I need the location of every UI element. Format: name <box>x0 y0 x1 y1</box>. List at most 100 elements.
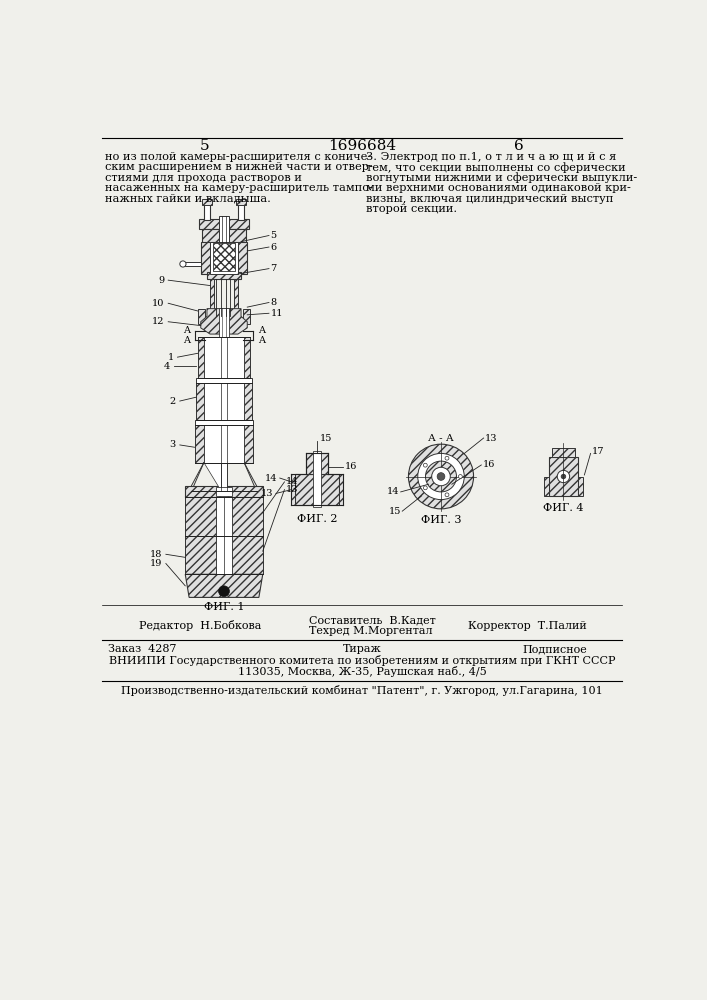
Text: 16: 16 <box>483 460 495 469</box>
Circle shape <box>409 444 474 509</box>
Bar <box>219 308 228 337</box>
Text: 2: 2 <box>170 397 176 406</box>
Bar <box>235 199 247 205</box>
Circle shape <box>426 461 457 492</box>
Circle shape <box>218 586 230 597</box>
Text: ФИГ. 3: ФИГ. 3 <box>421 515 461 525</box>
Polygon shape <box>244 425 253 463</box>
Text: 7: 7 <box>271 264 276 273</box>
Text: тем, что секции выполнены со сферически: тем, что секции выполнены со сферически <box>366 162 626 173</box>
Bar <box>198 309 206 324</box>
Circle shape <box>437 473 445 480</box>
Text: 15: 15 <box>320 434 332 443</box>
Text: ВНИИПИ Государственного комитета по изобретениям и открытиям при ГКНТ СССР: ВНИИПИ Государственного комитета по изоб… <box>109 655 615 666</box>
Text: 11: 11 <box>271 309 283 318</box>
Text: 14: 14 <box>265 474 277 483</box>
Text: Редактор  Н.Бобкова: Редактор Н.Бобкова <box>139 620 261 631</box>
Polygon shape <box>198 337 204 378</box>
Bar <box>201 199 212 205</box>
Circle shape <box>423 486 427 490</box>
Polygon shape <box>185 536 216 574</box>
Circle shape <box>180 261 186 267</box>
Bar <box>552 448 575 457</box>
Bar <box>199 219 249 229</box>
Bar <box>544 477 549 496</box>
Polygon shape <box>192 463 204 491</box>
Circle shape <box>458 475 462 478</box>
Text: 13: 13 <box>286 485 298 494</box>
Bar <box>207 272 241 279</box>
Text: 13: 13 <box>485 434 498 443</box>
Polygon shape <box>196 383 204 420</box>
Text: ским расширением в нижней части и отвер-: ским расширением в нижней части и отвер- <box>105 162 373 172</box>
Text: 3. Электрод по п.1, о т л и ч а ю щ и й с я: 3. Электрод по п.1, о т л и ч а ю щ и й … <box>366 152 617 162</box>
Bar <box>210 279 214 316</box>
Polygon shape <box>185 463 204 497</box>
Text: Заказ  4287: Заказ 4287 <box>107 644 176 654</box>
Bar <box>196 378 252 383</box>
Text: 113035, Москва, Ж-35, Раушская наб., 4/5: 113035, Москва, Ж-35, Раушская наб., 4/5 <box>238 666 486 677</box>
Text: но из полой камеры-расширителя с кониче-: но из полой камеры-расширителя с кониче- <box>105 152 372 162</box>
Text: Производственно-издательский комбинат "Патент", г. Ужгород, ул.Гагарина, 101: Производственно-издательский комбинат "П… <box>121 685 603 696</box>
Bar <box>210 242 238 274</box>
Polygon shape <box>244 463 257 491</box>
Text: 17: 17 <box>592 447 604 456</box>
Text: A: A <box>257 326 264 335</box>
Text: ФИГ. 2: ФИГ. 2 <box>297 514 337 524</box>
Text: нажных гайки и вкладыша.: нажных гайки и вкладыша. <box>105 194 271 204</box>
Text: 13: 13 <box>261 489 274 498</box>
Polygon shape <box>232 536 263 574</box>
Text: 9: 9 <box>158 276 164 285</box>
Bar <box>578 477 583 496</box>
Text: 4: 4 <box>163 362 170 371</box>
Polygon shape <box>185 574 263 597</box>
Bar <box>204 337 244 378</box>
Text: 14: 14 <box>286 477 298 486</box>
Bar <box>201 242 247 274</box>
Bar <box>204 383 244 420</box>
Polygon shape <box>232 497 263 536</box>
Bar <box>221 463 227 491</box>
Bar <box>204 425 244 463</box>
Text: 1: 1 <box>168 353 174 362</box>
Text: 8: 8 <box>271 298 276 307</box>
Circle shape <box>432 467 450 486</box>
Text: 14: 14 <box>387 487 399 496</box>
Text: визны, включая цилиндрический выступ: визны, включая цилиндрический выступ <box>366 194 613 204</box>
Bar <box>549 457 578 496</box>
Text: A: A <box>257 336 264 345</box>
Text: насаженных на камеру-расширитель тампо-: насаженных на камеру-расширитель тампо- <box>105 183 373 193</box>
Text: ФИГ. 4: ФИГ. 4 <box>543 503 584 513</box>
Text: 5: 5 <box>271 231 276 240</box>
Text: A: A <box>183 336 190 345</box>
Text: 3: 3 <box>170 440 176 449</box>
Bar <box>194 420 253 425</box>
Bar <box>339 474 343 505</box>
Bar <box>296 474 339 505</box>
Polygon shape <box>204 463 221 491</box>
Bar <box>234 279 238 316</box>
Bar <box>291 474 296 505</box>
Polygon shape <box>244 383 252 420</box>
Polygon shape <box>244 337 250 378</box>
Polygon shape <box>213 243 235 271</box>
Text: 16: 16 <box>345 462 357 471</box>
Text: 6: 6 <box>513 139 523 153</box>
Text: 5: 5 <box>200 139 209 153</box>
Bar <box>306 453 328 474</box>
Bar <box>313 451 321 507</box>
Text: 10: 10 <box>152 299 164 308</box>
Circle shape <box>423 463 427 467</box>
Bar <box>219 216 228 251</box>
Text: 6: 6 <box>271 243 276 252</box>
Bar <box>204 201 210 220</box>
Polygon shape <box>244 463 263 497</box>
Polygon shape <box>185 497 216 536</box>
Polygon shape <box>194 425 204 463</box>
Bar <box>216 497 232 536</box>
Circle shape <box>561 474 566 479</box>
Text: Подписное: Подписное <box>522 644 587 654</box>
Circle shape <box>557 470 570 483</box>
Text: 1696684: 1696684 <box>328 139 396 153</box>
Circle shape <box>445 456 449 460</box>
